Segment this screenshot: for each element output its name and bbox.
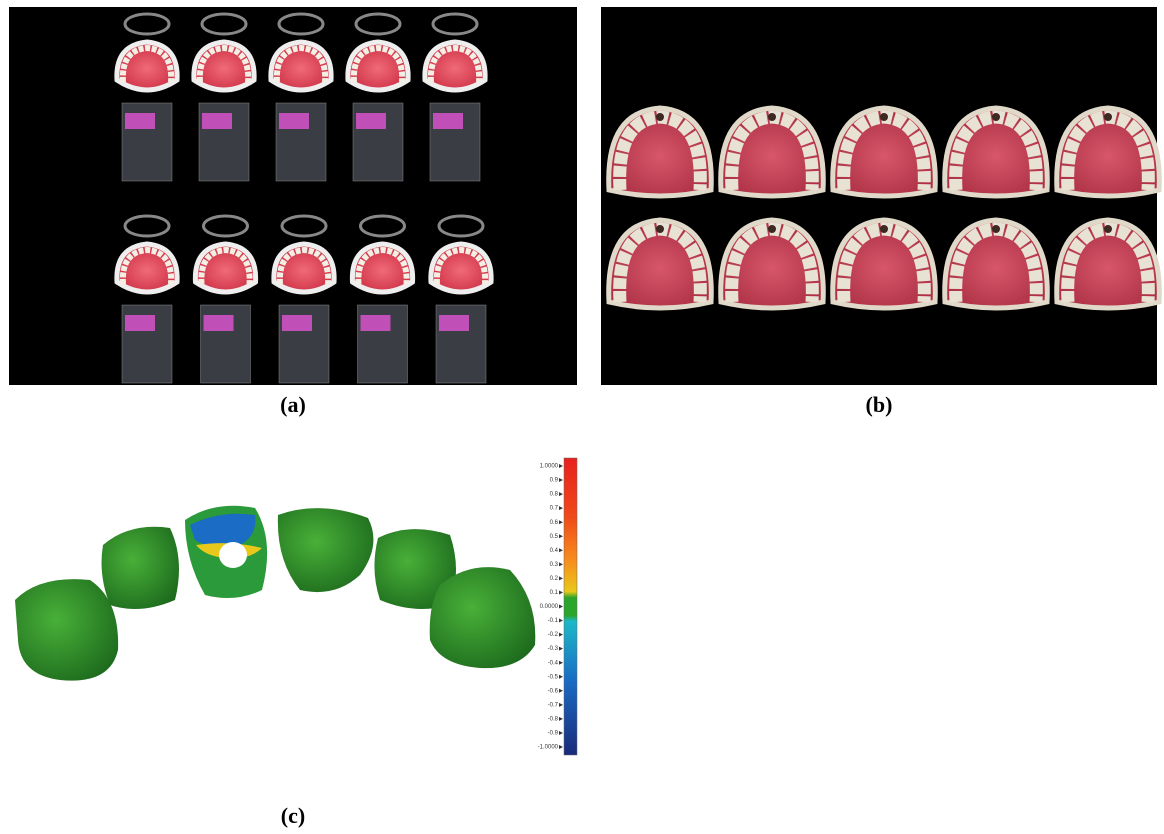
implant-hole [219,542,247,568]
box-label [433,113,463,129]
scale-pointer [559,548,563,552]
scale-label: -0.2 [548,632,559,638]
scale-pointer [559,506,563,510]
scale-pointer [559,633,563,637]
figure: 1.0000 0.9 0.8 0.7 0.6 0.5 0.4 0.3 0.2 0.1 0.0000 -… [0,0,1164,834]
box-label [361,315,391,331]
scale-pointer [559,703,563,707]
box-label [125,113,155,129]
caption-c: (c) [281,803,305,828]
box-label [279,113,309,129]
box-label [282,315,312,331]
scale-pointer [559,492,563,496]
implant [880,113,888,121]
caption-b: (b) [866,392,893,417]
tooth [102,527,179,609]
color-bar [564,458,577,755]
scale-label: 0.5 [550,534,559,540]
scale-label: 0.7 [550,506,559,512]
implant [992,225,1000,233]
caption-a: (a) [280,392,306,417]
implant [1104,113,1112,121]
scale-label: -0.5 [548,674,559,680]
scale-pointer [559,717,563,721]
box-label [356,113,386,129]
scale-pointer [559,605,563,609]
box-label [439,315,469,331]
color-scale: 1.0000 0.9 0.8 0.7 0.6 0.5 0.4 0.3 0.2 0.1 0.0000 -… [538,464,563,751]
implant [1104,225,1112,233]
scale-label: -0.6 [548,688,559,694]
scale-label: 0.2 [550,576,559,582]
scale-label: 0.6 [550,520,559,526]
scale-label: 0.8 [550,492,559,498]
scale-pointer [559,745,563,749]
scale-pointer [559,534,563,538]
scan-c [15,506,535,681]
implant [768,225,776,233]
scale-label: -1.0000 [538,745,559,751]
tooth [278,508,374,592]
scale-label: -0.3 [548,646,559,652]
box-label [204,315,234,331]
scale-pointer [559,562,563,566]
scale-pointer [559,619,563,623]
scale-pointer [559,576,563,580]
implant [656,225,664,233]
scale-pointer [559,520,563,524]
scale-pointer [559,675,563,679]
scale-pointer [559,647,563,651]
tooth [15,579,118,680]
tooth [430,567,536,668]
implant [768,113,776,121]
box-label [202,113,232,129]
scale-label: 1.0000 [540,464,559,470]
scale-label: -0.8 [548,716,559,722]
implant [992,113,1000,121]
scale-label: 0.0000 [540,604,559,610]
scale-label: 0.4 [550,548,559,554]
scale-label: 0.3 [550,562,559,568]
scale-label: -0.4 [548,660,559,666]
scale-label: 0.1 [550,590,559,596]
scale-label: -0.7 [548,702,559,708]
implant [880,225,888,233]
scale-pointer [559,478,563,482]
scale-pointer [559,731,563,735]
scale-pointer [559,590,563,594]
scale-label: 0.9 [550,478,559,484]
scale-pointer [559,464,563,468]
scale-pointer [559,661,563,665]
scale-pointer [559,689,563,693]
scale-label: -0.1 [548,618,559,624]
implant [656,113,664,121]
box-label [125,315,155,331]
scale-label: -0.9 [548,731,559,737]
